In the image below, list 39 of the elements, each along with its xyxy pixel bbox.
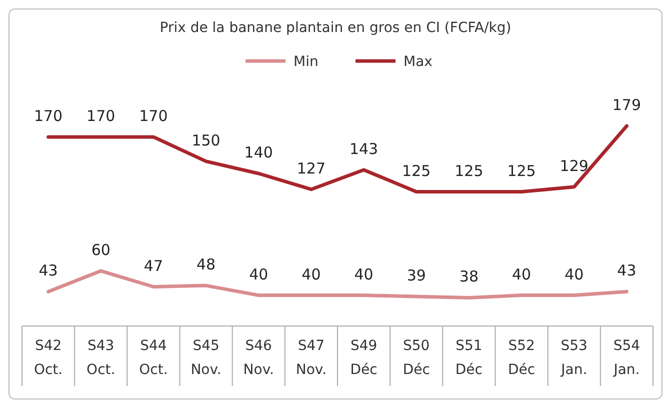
x-tick-label: S47 Nov. (296, 338, 327, 378)
data-label: 39 (406, 266, 426, 285)
x-tick-label: S54 Jan. (612, 338, 640, 378)
data-label: 60 (91, 240, 110, 259)
data-label: 40 (354, 265, 374, 284)
x-tick-label: S53 Jan. (560, 338, 588, 378)
x-tick-label: S42 Oct. (34, 338, 63, 378)
data-label: 143 (349, 140, 378, 158)
legend-label: Max (404, 54, 432, 70)
data-label: 179 (612, 96, 642, 114)
data-label: 125 (454, 162, 484, 180)
data-label: 40 (249, 265, 268, 284)
data-label: 38 (459, 268, 479, 286)
x-tick-label: S43 Oct. (86, 338, 116, 378)
data-label: 170 (34, 106, 63, 125)
data-label: 170 (139, 106, 168, 125)
data-label: 43 (617, 262, 636, 280)
x-tick-label: S46 Nov. (243, 338, 274, 378)
data-label: 129 (560, 156, 588, 175)
x-tick-label: S44 Oct. (139, 338, 168, 378)
data-label: 40 (564, 265, 584, 284)
data-label: 47 (144, 256, 164, 275)
x-tick-label: S50 Déc (402, 338, 430, 378)
x-tick-label: S45 Nov. (190, 338, 222, 378)
x-tick-label: S49 Déc (350, 338, 378, 378)
data-label: 170 (86, 106, 116, 125)
data-label: 48 (196, 256, 216, 274)
data-label: 40 (512, 265, 532, 284)
x-tick-label: S51 Déc (455, 338, 483, 378)
data-label: 125 (507, 162, 536, 180)
x-tick-label: S52 Déc (508, 338, 536, 378)
data-label: 43 (38, 262, 58, 280)
data-label: 125 (402, 162, 431, 180)
chart-title: Prix de la banane plantain en gros en CI (FCFA/kg) (160, 20, 512, 36)
data-label: 127 (296, 159, 326, 178)
data-label: 150 (192, 131, 220, 150)
legend-label: Min (294, 54, 318, 70)
data-label: 140 (244, 143, 273, 162)
data-label: 40 (302, 265, 321, 284)
